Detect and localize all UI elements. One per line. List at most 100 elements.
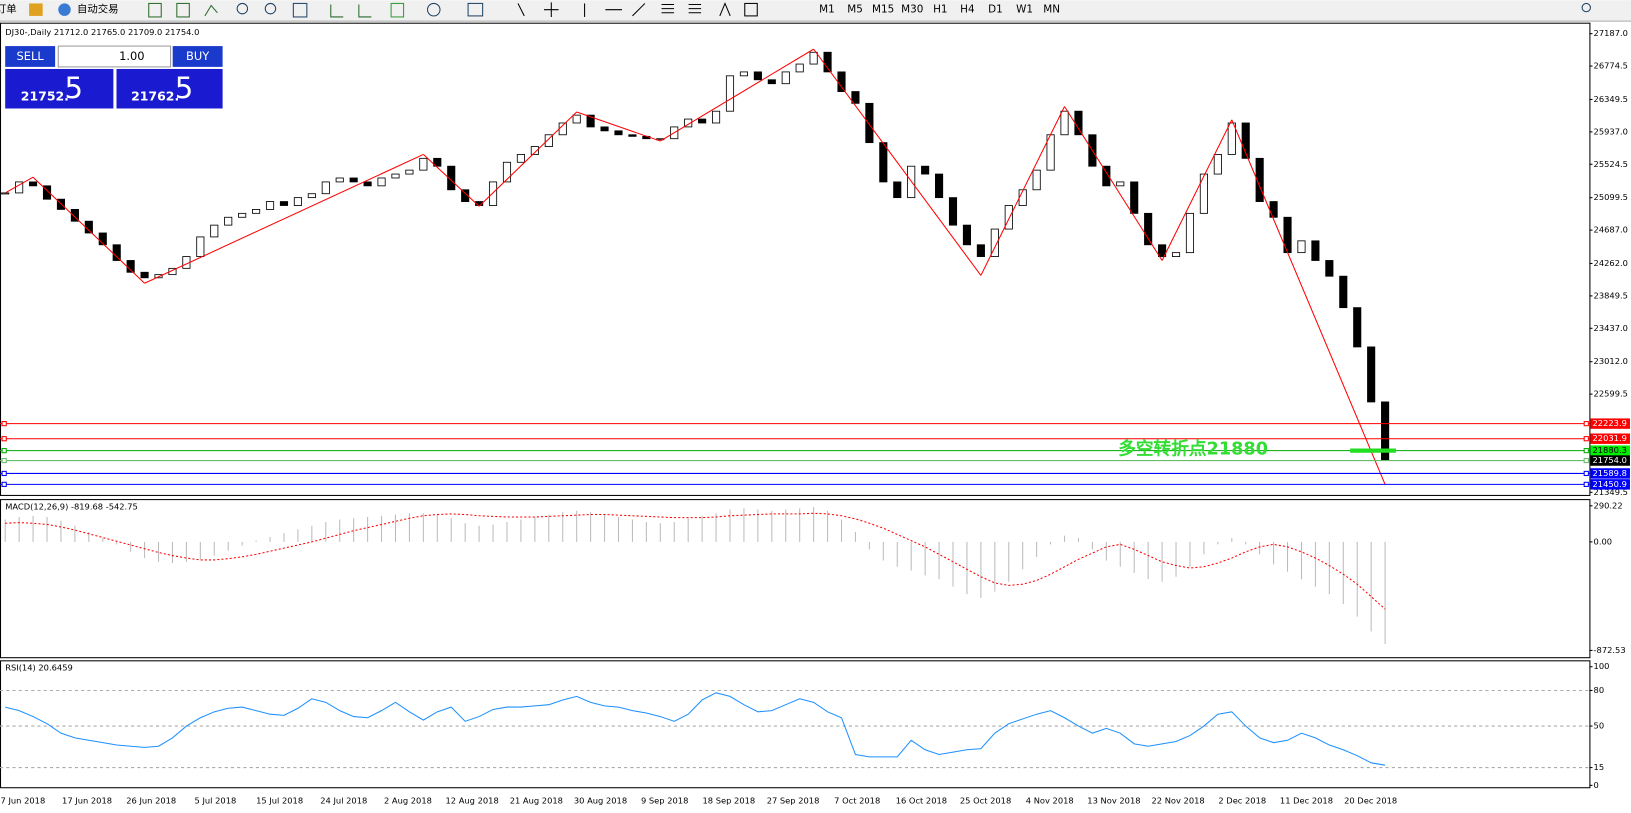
x-tick-label: 2 Aug 2018	[384, 796, 432, 806]
zigzag-segment	[422, 154, 480, 207]
level-label: 21589.8	[1593, 468, 1627, 478]
candle	[837, 71, 846, 92]
icon[interactable]	[292, 2, 308, 18]
icon[interactable]	[632, 3, 646, 17]
toolbar-group: 订单 自动交易	[0, 2, 1591, 18]
candle	[1213, 153, 1222, 175]
candle	[990, 228, 999, 257]
zigzag-segment	[144, 153, 424, 284]
x-tick-label: 12 Aug 2018	[446, 796, 499, 806]
level-handle	[1, 448, 7, 454]
x-tick-label: 16 Oct 2018	[896, 796, 947, 806]
buy-button[interactable]	[172, 46, 223, 67]
icon[interactable]	[517, 3, 525, 17]
level-label: 22031.9	[1593, 433, 1627, 443]
level-label-bg	[1590, 433, 1630, 444]
auto-trade-button[interactable]: 自动交易	[77, 3, 119, 16]
y-tick-label: 23012.0	[1594, 356, 1628, 366]
zigzag-segment	[4, 176, 34, 194]
candle	[712, 110, 721, 124]
order-button[interactable]: 订单	[0, 4, 17, 16]
timeframe-button[interactable]: M15	[872, 4, 894, 16]
indicator-title: RSI(14) 20.6459	[5, 663, 73, 673]
sell-price-box[interactable]	[5, 68, 114, 109]
panel-frame	[0, 660, 1591, 789]
candle	[893, 181, 902, 199]
sell-digit: 5	[64, 71, 83, 105]
icon[interactable]	[358, 4, 372, 18]
x-tick-label: 20 Dec 2018	[1344, 796, 1397, 806]
candle	[84, 220, 93, 234]
candle	[42, 185, 52, 200]
icon[interactable]	[204, 4, 218, 17]
timeframe-button[interactable]: M5	[847, 4, 863, 16]
candle	[419, 157, 428, 171]
y-tick-label: 15	[1594, 762, 1605, 772]
candle	[238, 212, 247, 218]
y-tick-label: 25937.0	[1594, 126, 1628, 136]
sell-price: 21752.	[21, 89, 69, 104]
y-tick-label: 23437.0	[1594, 323, 1628, 333]
timeframe-button[interactable]: H4	[960, 4, 975, 16]
x-tick-label: 7 Jun 2018	[1, 796, 46, 806]
icon[interactable]	[264, 2, 277, 15]
panel-frame	[0, 22, 1591, 496]
buy-digit: 5	[175, 71, 194, 105]
x-tick-label: 27 Sep 2018	[767, 796, 820, 806]
candle	[1227, 122, 1236, 155]
zigzag-segment	[980, 106, 1065, 276]
sell-label[interactable]: SELL	[17, 49, 45, 63]
level-handle	[1583, 436, 1589, 442]
icon[interactable]	[390, 2, 405, 18]
candle	[252, 209, 261, 214]
candle	[614, 130, 623, 136]
candle	[698, 118, 707, 124]
icon[interactable]	[719, 2, 731, 17]
candle	[1353, 307, 1362, 348]
y-tick-label: 24687.0	[1594, 225, 1628, 235]
candle	[1102, 165, 1111, 187]
zigzag-segment	[660, 48, 814, 142]
lot-input[interactable]	[57, 45, 172, 68]
sell-button[interactable]	[5, 46, 56, 67]
level-label: 21880.3	[1593, 445, 1627, 455]
symbol-info: DJ30-,Daily 21712.0 21765.0 21709.0 2175…	[5, 27, 199, 37]
icon[interactable]	[330, 4, 344, 18]
timeframe-button[interactable]: H1	[933, 4, 947, 16]
icon[interactable]	[29, 3, 43, 16]
icon[interactable]	[688, 3, 702, 14]
timeframe-button[interactable]: MN	[1043, 4, 1060, 16]
candle	[544, 134, 553, 147]
level-label: 21754.0	[1593, 455, 1627, 465]
timeframe-button[interactable]: W1	[1016, 4, 1033, 16]
icon[interactable]	[661, 3, 675, 14]
y-tick-label: 50	[1594, 721, 1605, 731]
timeframe-button[interactable]: M30	[901, 4, 923, 16]
timeframe-button[interactable]: D1	[988, 4, 1003, 16]
timeframe-button[interactable]: M1	[819, 4, 835, 16]
buy-price-box[interactable]	[116, 68, 223, 109]
icon[interactable]	[148, 2, 162, 18]
zigzag-segment	[576, 111, 661, 142]
candle	[1185, 212, 1195, 254]
level-handle	[1583, 470, 1589, 477]
x-tick-label: 21 Aug 2018	[510, 796, 563, 806]
icon[interactable]	[426, 2, 441, 17]
lot-value[interactable]: 1.00	[119, 49, 144, 63]
x-tick-label: 18 Sep 2018	[703, 796, 756, 806]
x-tick-label: 24 Jul 2018	[320, 796, 367, 806]
candle	[1144, 212, 1153, 246]
candle	[112, 244, 121, 261]
icon[interactable]	[544, 2, 559, 17]
buy-label[interactable]: BUY	[186, 49, 210, 63]
x-tick-label: 22 Nov 2018	[1151, 796, 1204, 806]
icon[interactable]	[58, 3, 71, 16]
icon[interactable]	[236, 2, 249, 15]
zigzag-segment	[1161, 119, 1233, 261]
search-icon[interactable]	[1581, 2, 1591, 13]
icon[interactable]	[176, 2, 190, 18]
icon[interactable]	[467, 2, 484, 17]
candle	[433, 157, 442, 167]
candle	[405, 169, 414, 175]
icon[interactable]	[744, 2, 758, 17]
